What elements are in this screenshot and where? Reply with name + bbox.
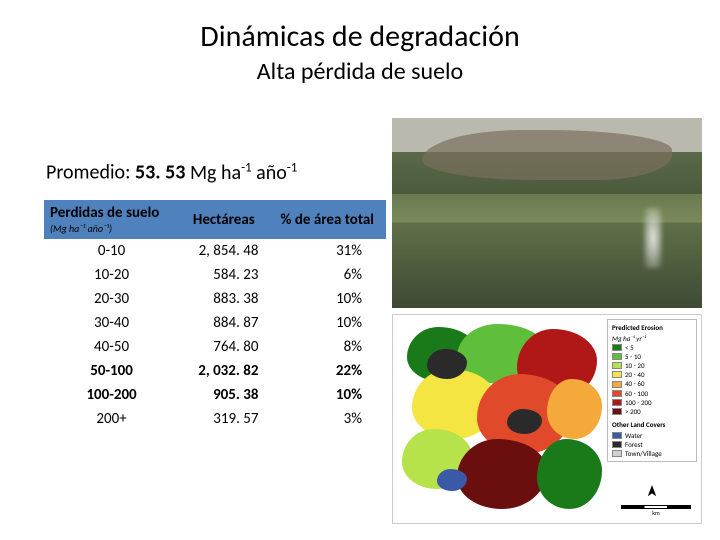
cell-percent: 3% <box>269 407 387 431</box>
cell-range: 50-100 <box>44 359 179 383</box>
cell-hectares: 905. 38 <box>179 383 268 407</box>
legend-item: Town/Village <box>612 449 692 458</box>
legend-item: 40 - 60 <box>612 379 692 388</box>
average-line: Promedio: 53. 53 Mg ha-1 año-1 <box>46 160 297 185</box>
cell-percent: 31% <box>269 239 387 263</box>
average-unit: Mg ha-1 año-1 <box>190 161 297 185</box>
average-value: 53. 53 <box>135 161 185 185</box>
cell-percent: 10% <box>269 311 387 335</box>
cell-hectares: 883. 38 <box>179 287 268 311</box>
table-row: 20-30883. 3810% <box>44 287 386 311</box>
legend-item: 20 - 40 <box>612 370 692 379</box>
col-header-range: Perdidas de suelo (Mg ha⁻¹ año⁻¹) <box>44 200 179 239</box>
legend-item: > 200 <box>612 407 692 416</box>
table-row: 100-200905. 3810% <box>44 383 386 407</box>
scale-bar: km <box>621 505 691 517</box>
table-row: 30-40884. 8710% <box>44 311 386 335</box>
legend-unit: Mg ha⁻¹ yr⁻¹ <box>612 334 692 343</box>
table-row: 50-1002, 032. 8222% <box>44 359 386 383</box>
cell-range: 0-10 <box>44 239 179 263</box>
soil-loss-table: Perdidas de suelo (Mg ha⁻¹ año⁻¹) Hectár… <box>44 200 386 431</box>
cell-range: 100-200 <box>44 383 179 407</box>
legend-item: 60 - 100 <box>612 389 692 398</box>
cell-percent: 6% <box>269 263 387 287</box>
table-row: 40-50764. 808% <box>44 335 386 359</box>
cell-hectares: 2, 854. 48 <box>179 239 268 263</box>
map-region <box>457 439 547 509</box>
legend-item: 5 - 10 <box>612 352 692 361</box>
cell-hectares: 319. 57 <box>179 407 268 431</box>
cell-range: 200+ <box>44 407 179 431</box>
legend-title-other: Other Land Covers <box>612 420 692 429</box>
legend-item: 10 - 20 <box>612 361 692 370</box>
field-photo <box>392 118 702 308</box>
page-title: Dinámicas de degradación <box>0 18 720 55</box>
cell-percent: 8% <box>269 335 387 359</box>
legend-item: 100 - 200 <box>612 398 692 407</box>
cell-range: 20-30 <box>44 287 179 311</box>
table-row: 200+319. 573% <box>44 407 386 431</box>
col-header-percent: % de área total <box>269 200 387 239</box>
cell-hectares: 764. 80 <box>179 335 268 359</box>
cell-range: 30-40 <box>44 311 179 335</box>
cell-hectares: 584. 23 <box>179 263 268 287</box>
cell-percent: 22% <box>269 359 387 383</box>
legend-item: Water <box>612 431 692 440</box>
col-header-hectares: Hectáreas <box>179 200 268 239</box>
cell-hectares: 884. 87 <box>179 311 268 335</box>
page-subtitle: Alta pérdida de suelo <box>0 57 720 86</box>
north-arrow-icon <box>645 485 659 499</box>
legend-title: Predicted Erosion <box>612 323 692 332</box>
legend-item: < 5 <box>612 343 692 352</box>
legend-item: Forest <box>612 440 692 449</box>
cell-range: 40-50 <box>44 335 179 359</box>
cell-hectares: 2, 032. 82 <box>179 359 268 383</box>
average-label: Promedio: <box>46 161 130 185</box>
map-region <box>547 379 602 439</box>
table-row: 0-102, 854. 4831% <box>44 239 386 263</box>
cell-percent: 10% <box>269 383 387 407</box>
table-row: 10-20584. 236% <box>44 263 386 287</box>
cell-range: 10-20 <box>44 263 179 287</box>
map-legend: Predicted Erosion Mg ha⁻¹ yr⁻¹ < 55 - 10… <box>607 319 697 462</box>
map-region <box>537 439 602 509</box>
erosion-map: Predicted Erosion Mg ha⁻¹ yr⁻¹ < 55 - 10… <box>392 314 702 524</box>
cell-percent: 10% <box>269 287 387 311</box>
